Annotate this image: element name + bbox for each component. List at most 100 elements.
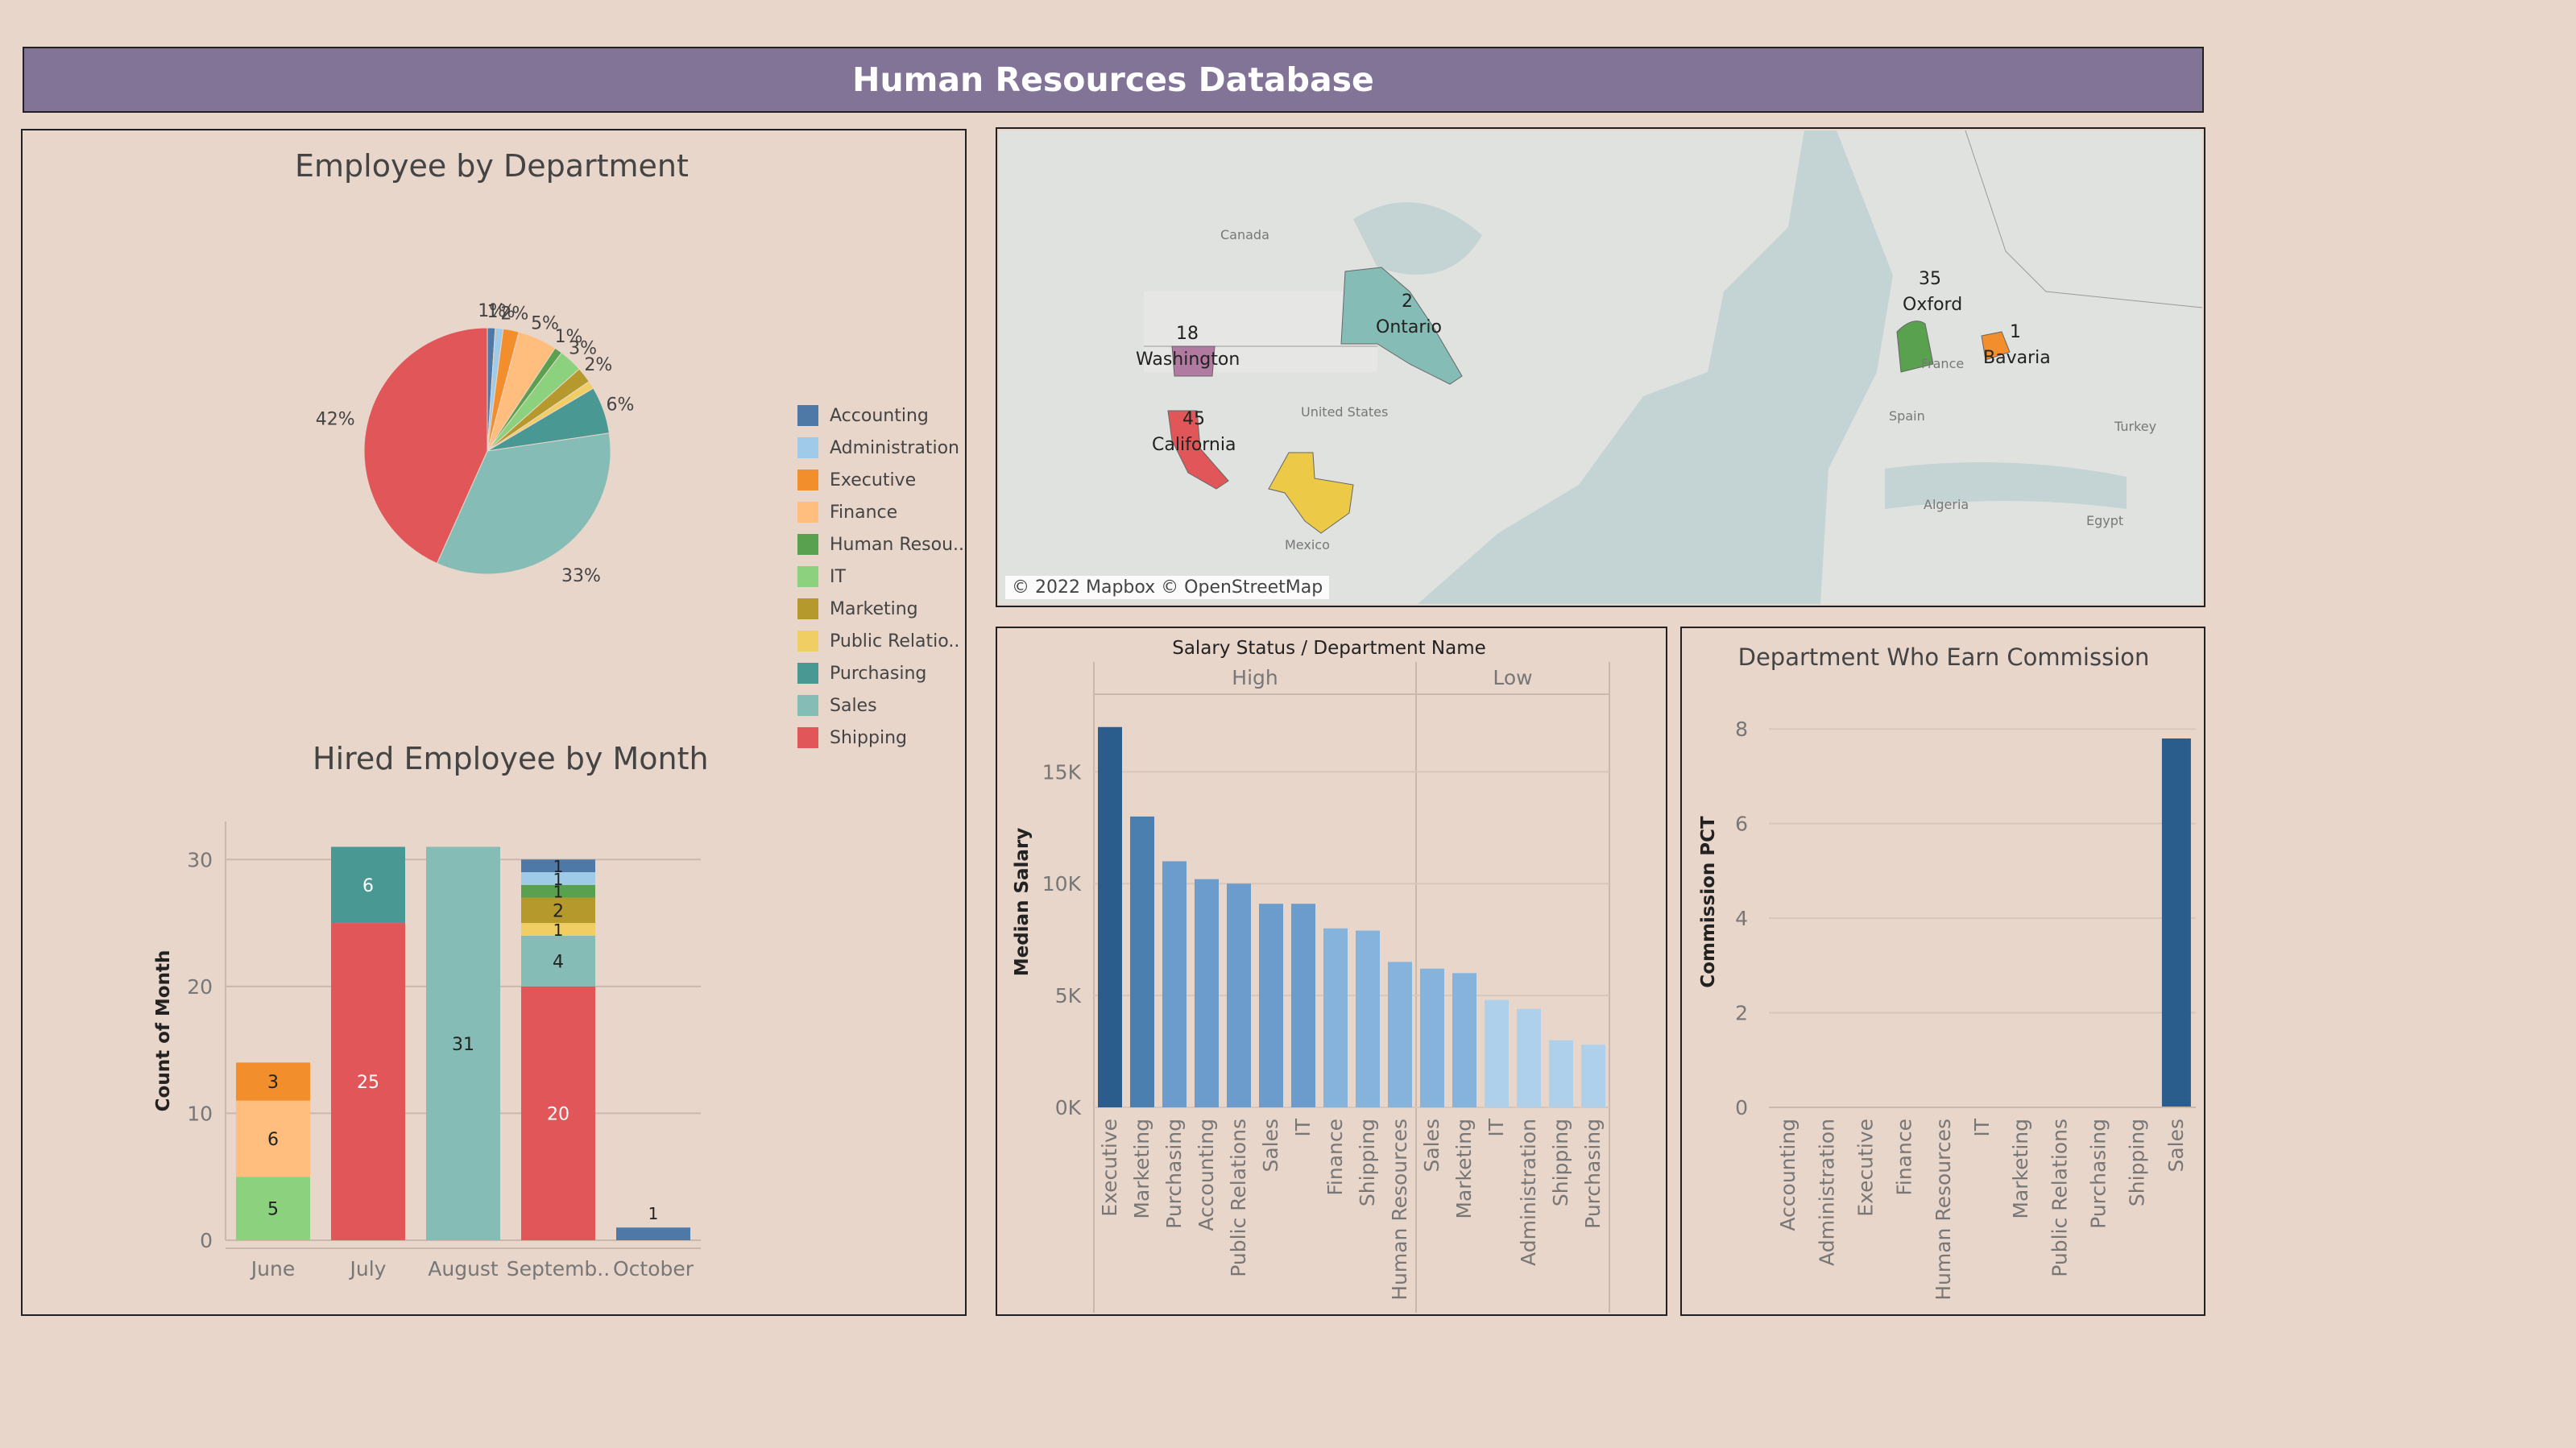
legend-swatch [797, 598, 818, 619]
bar-segment-septemb-accounting [521, 859, 595, 873]
legend-item-marketing[interactable]: Marketing [797, 593, 964, 625]
region-name-bavaria[interactable]: Bavaria [1983, 348, 2051, 368]
commission-panel [1680, 627, 2205, 1316]
pie-slice-shipping [363, 327, 488, 565]
legend-label: Accounting [830, 405, 929, 426]
x-tick-label: Accounting [1195, 1119, 1218, 1231]
legend-label: Sales [830, 695, 877, 716]
commission-chart-title: Department Who Earn Commission [1738, 643, 2150, 671]
region-name-california[interactable]: California [1152, 435, 1236, 455]
hired-title: Hired Employee by Month [313, 741, 709, 776]
legend-swatch [797, 631, 818, 652]
legend-label: Executive [830, 470, 917, 490]
bar-low-administration [1517, 1008, 1541, 1107]
map-label-egypt: Egypt [2086, 513, 2124, 528]
commission-bar-chart[interactable]: Department Who Earn Commission 0 2 4 6 8 Commi… [1682, 628, 2204, 1314]
legend-swatch [797, 663, 818, 684]
x-tick-label: Public Relations [2048, 1119, 2071, 1277]
map-label-us: United States [1301, 404, 1389, 420]
pie-label-it: 3% [569, 338, 597, 358]
bar-value-label: 20 [547, 1104, 569, 1124]
x-tick-label: Purchasing [1581, 1119, 1605, 1229]
bar-segment-septemb-marketing [521, 897, 595, 924]
x-tick-label: Finance [1893, 1119, 1916, 1196]
x-tick-label: Shipping [1356, 1119, 1379, 1206]
bar-high-purchasing [1162, 861, 1187, 1107]
region-value-ontario[interactable]: 2 [1402, 292, 1413, 312]
legend-label: Administration [830, 437, 959, 458]
legend-item-sales[interactable]: Sales [797, 689, 964, 722]
bar-segment-septemb-public-relations [521, 923, 595, 936]
bar-value-label: 3 [267, 1073, 279, 1093]
bar-value-label: 4 [553, 952, 564, 972]
pie-chart[interactable]: 1%1%2% 5%1%3%2%6%33%42% [306, 266, 677, 604]
pie-label-sales: 33% [561, 566, 601, 586]
legend-swatch [797, 727, 818, 748]
legend-item-administration[interactable]: Administration [797, 432, 964, 464]
y-tick-label: 20 [187, 975, 213, 999]
region-value-california[interactable]: 45 [1182, 409, 1205, 429]
pie-label-purchasing: 6% [607, 395, 635, 416]
bar-value-label: 6 [267, 1130, 279, 1150]
bar-segment-october-accounting [616, 1227, 690, 1240]
x-tick-label: Administration [1815, 1119, 1838, 1266]
x-tick-label: Marketing [2009, 1119, 2032, 1219]
region-name-ontario[interactable]: Ontario [1376, 317, 1442, 337]
hired-bar-chart[interactable]: 0 10 20 30 Count of Month 5 6 3 June 25 6 July 31 Aug… [145, 789, 725, 1289]
pie-label-marketing: 2% [584, 355, 612, 375]
region-value-washington[interactable]: 18 [1176, 324, 1199, 344]
map-label-mexico: Mexico [1285, 537, 1330, 552]
y-axis-title: Commission PCT [1698, 816, 1719, 988]
x-tick-label: IT [1970, 1118, 1994, 1136]
legend-label: Marketing [830, 598, 918, 619]
bar-segment-july-shipping [331, 923, 405, 1240]
legend-label: Shipping [830, 727, 907, 748]
legend-item-shipping[interactable]: Shipping [797, 722, 964, 754]
dept-legend: Accounting Administration Executive Finance… [797, 399, 964, 754]
region-name-washington[interactable]: Washington [1136, 350, 1240, 370]
y-tick-label: 0 [1735, 1096, 1748, 1119]
x-tick-label: Purchasing [1162, 1119, 1186, 1229]
legend-item-it[interactable]: IT [797, 561, 964, 593]
legend-item-executive[interactable]: Executive [797, 464, 964, 496]
region-name-oxford[interactable]: Oxford [1903, 295, 1963, 315]
legend-label: Purchasing [830, 663, 927, 684]
x-tick-label: Human Resources [1388, 1119, 1411, 1301]
legend-item-accounting[interactable]: Accounting [797, 399, 964, 432]
bar-segment-july-purchasing [331, 846, 405, 924]
x-tick-label: Septemb.. [507, 1257, 610, 1280]
legend-swatch [797, 502, 818, 523]
pie-title: Employee by Department [295, 148, 689, 184]
salary-bar-chart[interactable]: Salary Status / Department Name High Low 0K… [997, 628, 1666, 1314]
legend-swatch [797, 566, 818, 587]
region-value-bavaria[interactable]: 1 [2010, 322, 2021, 342]
x-tick-label: Human Resources [1932, 1119, 1955, 1301]
x-tick-label: Administration [1517, 1119, 1540, 1266]
legend-item-public-relatio[interactable]: Public Relatio.. [797, 625, 964, 657]
north-america-land [999, 130, 1804, 604]
pie-slice-sales [436, 432, 611, 575]
map-view[interactable]: Canada United States Mexico France Spain… [999, 130, 2202, 604]
bar-high-sales [1259, 904, 1283, 1107]
bar-high-public-relations [1227, 883, 1251, 1107]
region-value-oxford[interactable]: 35 [1919, 269, 1941, 289]
y-tick-label: 10 [187, 1102, 213, 1125]
legend-item-finance[interactable]: Finance [797, 496, 964, 528]
oxford-shape [1896, 321, 1934, 373]
legend-item-purchasing[interactable]: Purchasing [797, 657, 964, 689]
bar-high-accounting [1195, 879, 1219, 1107]
map-panel [996, 127, 2205, 607]
map-land [999, 130, 2202, 604]
x-tick-label: Purchasing [2087, 1119, 2110, 1229]
legend-item-human-resou[interactable]: Human Resou.. [797, 528, 964, 561]
x-tick-label: Executive [1098, 1119, 1121, 1217]
salary-panel [996, 627, 1667, 1316]
bar-high-executive [1098, 726, 1122, 1107]
legend-label: Human Resou.. [830, 534, 965, 555]
bar-high-human-resources [1388, 962, 1412, 1107]
bar-low-marketing [1452, 973, 1476, 1107]
map-credit[interactable]: © 2022 Mapbox © OpenStreetMap [1005, 576, 1330, 599]
bar-value-label: 1 [553, 870, 564, 889]
bar-value-label: 25 [357, 1073, 379, 1093]
california-shape [1167, 410, 1229, 490]
